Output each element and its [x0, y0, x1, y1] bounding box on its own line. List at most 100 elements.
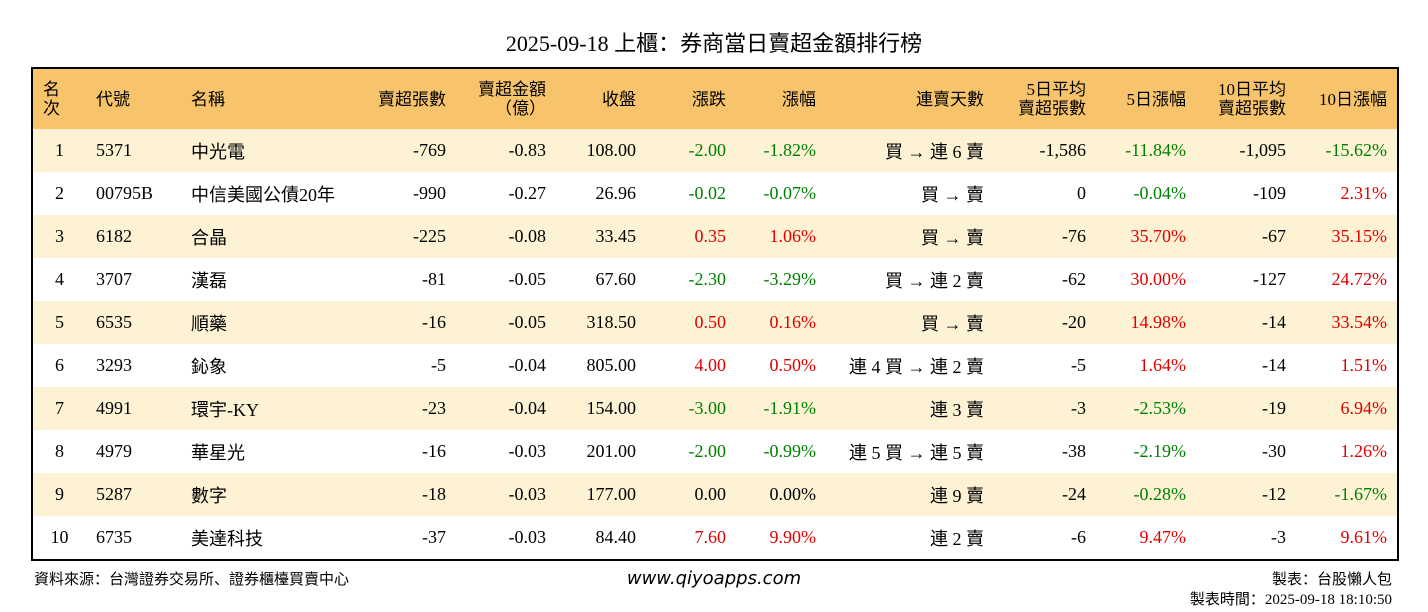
table-body: 1 5371 中光電 -769 -0.83 108.00 -2.00 -1.82% 買 → 連 …	[32, 129, 1398, 560]
table-cell: 9	[55, 484, 64, 504]
table-cell: -1.82%	[763, 140, 817, 160]
table-cell: -19	[1262, 398, 1286, 418]
table-cell: 6	[55, 355, 64, 375]
table-cell: -30	[1262, 441, 1286, 461]
table-cell: 1.26%	[1340, 441, 1388, 461]
column-header: 漲跌	[692, 89, 726, 109]
table-cell: 0.00%	[769, 484, 817, 504]
column-header: 10日平均 賣超張數	[1218, 80, 1286, 118]
table-cell: 連 3 賣	[930, 399, 984, 420]
table-cell: -0.07%	[763, 183, 817, 203]
table-cell: 連 2 賣	[930, 528, 984, 549]
table-cell: -0.08	[508, 226, 547, 246]
table-cell: -2.30	[688, 269, 727, 289]
table-row: 9 5287 數字 -18 -0.03 177.00 0.00 0.00% 連 9 賣 -24 -0…	[32, 473, 1398, 516]
column-header: 漲幅	[782, 89, 816, 109]
table-cell: 連 9 賣	[930, 485, 984, 506]
table-cell: 7	[55, 398, 64, 418]
table-cell: 26.96	[595, 183, 637, 203]
table-cell: 30.00%	[1130, 269, 1187, 289]
table-cell: 3	[55, 226, 64, 246]
table-cell: 35.70%	[1130, 226, 1187, 246]
table-cell: 連 4 買 → 連 2 賣	[849, 356, 984, 377]
table-cell: 9.47%	[1139, 527, 1187, 547]
column-header: 名次	[43, 80, 60, 118]
source: 資料來源：台灣證券交易所、證券櫃檯買賣中心	[34, 572, 350, 588]
table-cell: -76	[1062, 226, 1086, 246]
website: www.qiyoapps.com	[626, 568, 802, 589]
table-cell: 數字	[191, 485, 227, 506]
table-cell: 00795B	[96, 183, 154, 203]
table-cell: -38	[1062, 441, 1086, 461]
table-cell: 0.50%	[769, 355, 817, 375]
table-cell: -0.04	[508, 355, 547, 375]
table-cell: -1.91%	[763, 398, 817, 418]
table-cell: 買 → 賣	[921, 184, 984, 205]
table-cell: 1	[55, 140, 64, 160]
table-cell: 4.00	[694, 355, 727, 375]
table-cell: -67	[1262, 226, 1286, 246]
table-cell: -225	[413, 226, 446, 246]
table-cell: -0.02	[688, 183, 727, 203]
table-cell: 6.94%	[1340, 398, 1388, 418]
table-cell: 0	[1077, 183, 1086, 203]
table-row: 7 4991 環宇-KY -23 -0.04 154.00 -3.00 -1.91% 連 3 賣…	[32, 387, 1398, 430]
table-cell: -16	[422, 441, 446, 461]
table-cell: 合晶	[191, 227, 227, 248]
table-cell: 10	[50, 527, 69, 547]
table-cell: -24	[1062, 484, 1086, 504]
table-cell: 中光電	[191, 141, 245, 162]
table-cell: 4979	[96, 441, 132, 461]
table-row: 5 6535 順藥 -16 -0.05 318.50 0.50 0.16% 買 → 賣 -20 14…	[32, 301, 1398, 344]
table-cell: 6535	[96, 312, 132, 332]
table-cell: -14	[1262, 355, 1286, 375]
table-cell: -2.00	[688, 441, 727, 461]
table-cell: -127	[1253, 269, 1286, 289]
table-cell: 華星光	[191, 442, 245, 463]
table-cell: -12	[1262, 484, 1286, 504]
table-cell: 4991	[96, 398, 132, 418]
table-cell: 買 → 連 6 賣	[885, 141, 984, 162]
table-cell: -990	[413, 183, 446, 203]
table-cell: -109	[1253, 183, 1286, 203]
column-header: 名稱	[191, 89, 225, 109]
table-row: 6 3293 鈊象 -5 -0.04 805.00 4.00 0.50% 連 4 買 → 連 2…	[32, 344, 1398, 387]
table-cell: -2.19%	[1133, 441, 1187, 461]
table-cell: -14	[1262, 312, 1286, 332]
column-header: 代號	[96, 89, 130, 109]
column-header: 5日平均 賣超張數	[1018, 80, 1086, 118]
table-cell: -769	[413, 140, 446, 160]
table-cell: -62	[1062, 269, 1086, 289]
table-cell: 14.98%	[1130, 312, 1187, 332]
table-cell: -0.03	[508, 484, 547, 504]
table-cell: 9.90%	[769, 527, 817, 547]
table-cell: -2.53%	[1133, 398, 1187, 418]
table-cell: -20	[1062, 312, 1086, 332]
table-cell: 9.61%	[1340, 527, 1388, 547]
author: 製表：台股懶人包	[1271, 572, 1392, 588]
table-cell: -0.04	[508, 398, 547, 418]
table-cell: 1.64%	[1139, 355, 1187, 375]
table-cell: -37	[422, 527, 446, 547]
table-cell: 連 5 買 → 連 5 賣	[849, 442, 984, 463]
table-cell: -15.62%	[1325, 140, 1388, 160]
table-cell: 1.06%	[769, 226, 817, 246]
table-cell: 鈊象	[191, 356, 227, 377]
table-cell: 201.00	[586, 441, 637, 461]
table-cell: -5	[1071, 355, 1086, 375]
table-cell: 5287	[96, 484, 132, 504]
table-cell: 0.16%	[769, 312, 817, 332]
table-cell: 24.72%	[1331, 269, 1388, 289]
table-cell: -3	[1271, 527, 1286, 547]
column-header: 收盤	[602, 89, 636, 109]
title: 2025-09-18 上櫃：券商當日賣超金額排行榜	[505, 31, 923, 56]
table-cell: 3707	[96, 269, 132, 289]
table-cell: -0.28%	[1133, 484, 1187, 504]
table-cell: -23	[422, 398, 446, 418]
table-row: 3 6182 合晶 -225 -0.08 33.45 0.35 1.06% 買 → 賣 -76 35…	[32, 215, 1398, 258]
table-row: 1 5371 中光電 -769 -0.83 108.00 -2.00 -1.82% 買 → 連 …	[32, 129, 1398, 172]
table-cell: 中信美國公債20年	[191, 184, 335, 205]
column-header: 10日漲幅	[1319, 89, 1387, 109]
table-cell: 2.31%	[1340, 183, 1388, 203]
table-cell: 0.00	[694, 484, 727, 504]
